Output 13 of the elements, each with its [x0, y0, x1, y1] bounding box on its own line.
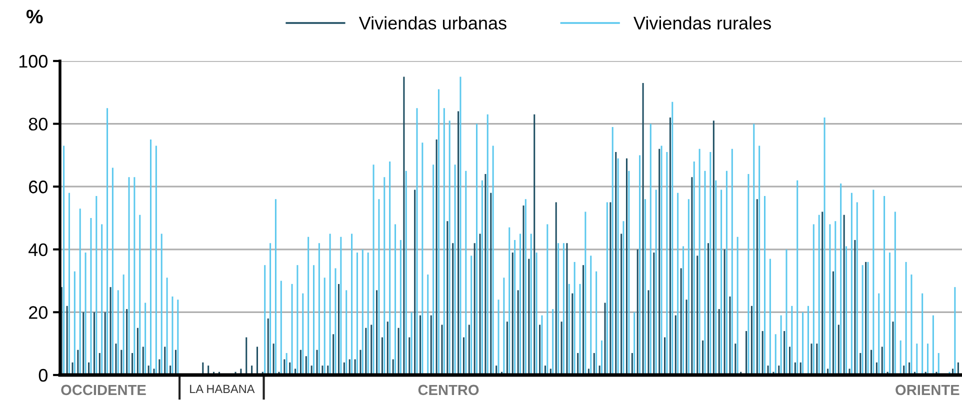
y-tick-label: 80 — [28, 118, 48, 131]
legend-label: Viviendas rurales — [634, 16, 771, 30]
text: ORIENTE — [896, 384, 960, 396]
y-axis-title: % — [26, 10, 43, 24]
y-tick-label: 40 — [28, 243, 48, 256]
y-tick-label: 60 — [29, 180, 48, 194]
y-tick-label: 0 — [38, 368, 48, 382]
y-tick-label: 20 — [29, 306, 48, 319]
text: LA HABANA — [190, 384, 255, 393]
legend-label: Viviendas urbanas — [358, 16, 506, 30]
text: CENTRO — [418, 384, 479, 396]
y-tick-label: 100 — [19, 54, 48, 68]
text: OCCIDENTE — [61, 384, 146, 396]
